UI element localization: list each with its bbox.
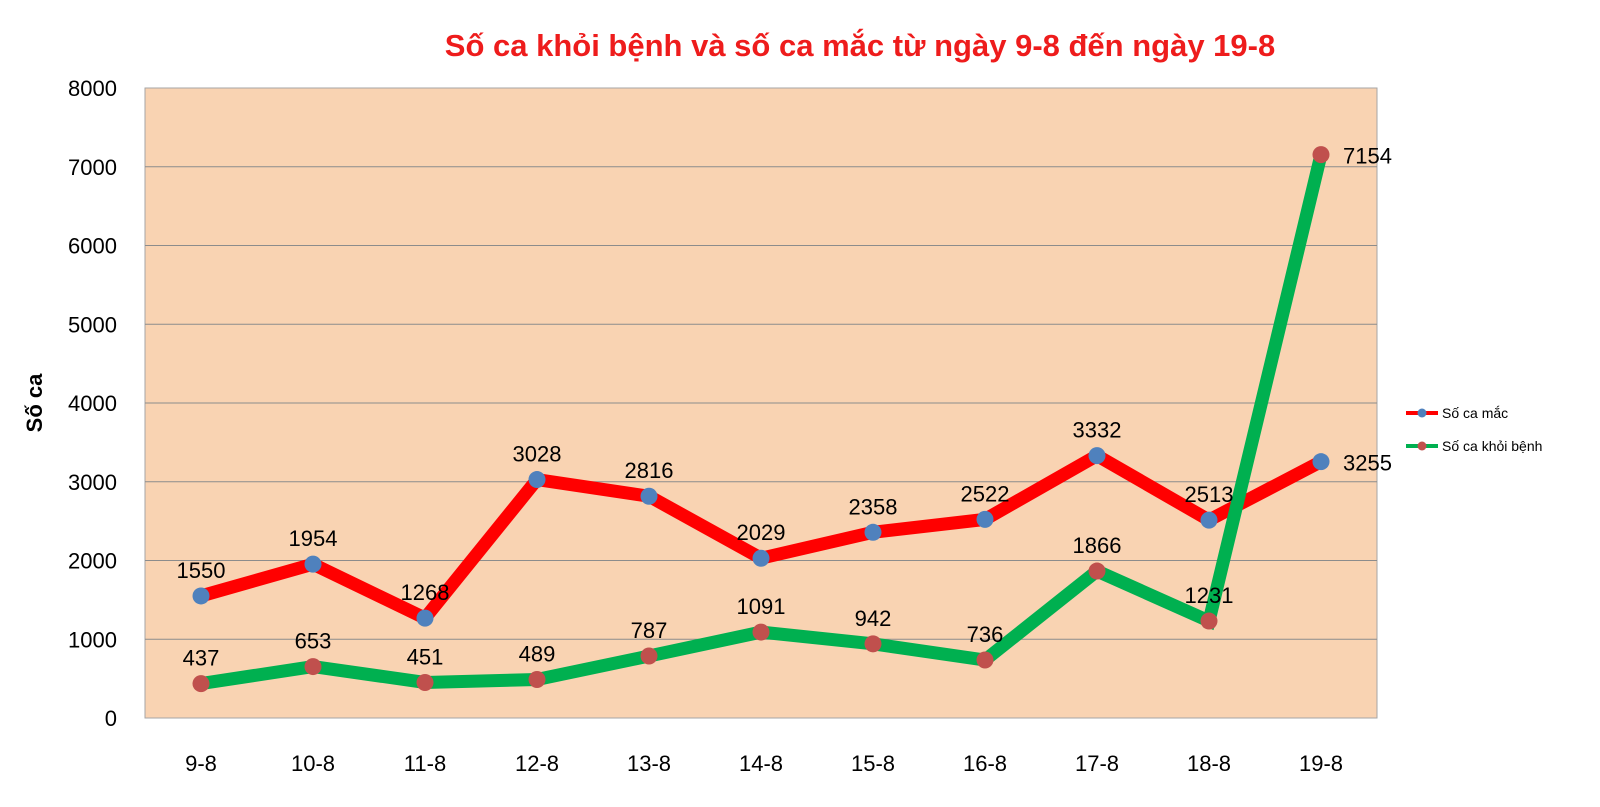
y-tick-label: 7000	[68, 155, 117, 180]
data-label-series-1: 2358	[849, 494, 898, 519]
data-label-series-1: 3255	[1343, 451, 1392, 476]
x-tick-label: 19-8	[1299, 751, 1343, 776]
x-tick-label: 18-8	[1187, 751, 1231, 776]
data-point-series-1	[640, 487, 658, 505]
data-label-series-1: 1954	[289, 526, 338, 551]
data-point-series-1	[1088, 447, 1106, 465]
data-label-series-1: 3332	[1073, 418, 1122, 443]
data-point-series-1	[416, 609, 434, 627]
x-tick-label: 14-8	[739, 751, 783, 776]
y-tick-label: 2000	[68, 549, 117, 574]
data-label-series-1: 1268	[401, 580, 450, 605]
x-tick-label: 9-8	[185, 751, 217, 776]
y-tick-label: 8000	[68, 76, 117, 101]
legend-marker-1	[1417, 408, 1427, 418]
data-point-series-1	[864, 523, 882, 541]
data-point-series-2	[304, 658, 322, 676]
x-tick-label: 16-8	[963, 751, 1007, 776]
data-point-series-2	[1312, 146, 1330, 164]
data-label-series-1: 2513	[1185, 482, 1234, 507]
data-label-series-1: 3028	[513, 442, 562, 467]
y-axis-label: Số ca	[22, 373, 47, 432]
legend-label-2: Số ca khỏi bệnh	[1442, 438, 1542, 454]
chart-title: Số ca khỏi bệnh và số ca mắc từ ngày 9-8…	[444, 28, 1276, 63]
data-point-series-1	[1312, 453, 1330, 471]
data-label-series-2: 489	[519, 641, 556, 666]
x-tick-label: 15-8	[851, 751, 895, 776]
legend: Số ca mắc Số ca khỏi bệnh	[1406, 405, 1542, 454]
x-tick-label: 17-8	[1075, 751, 1119, 776]
data-point-series-2	[864, 635, 882, 653]
y-tick-label: 5000	[68, 312, 117, 337]
data-label-series-2: 1866	[1073, 533, 1122, 558]
x-tick-label: 10-8	[291, 751, 335, 776]
data-label-series-2: 942	[855, 606, 892, 631]
data-label-series-2: 1091	[737, 594, 786, 619]
data-point-series-1	[528, 471, 546, 489]
data-label-series-2: 653	[295, 629, 332, 654]
data-label-series-2: 451	[407, 644, 444, 669]
data-label-series-2: 7154	[1343, 144, 1392, 169]
data-point-series-1	[1200, 511, 1218, 529]
x-tick-label: 13-8	[627, 751, 671, 776]
y-tick-label: 4000	[68, 391, 117, 416]
legend-label-1: Số ca mắc	[1442, 405, 1508, 421]
data-label-series-2: 736	[967, 622, 1004, 647]
data-label-series-1: 2816	[625, 458, 674, 483]
legend-marker-2	[1417, 441, 1427, 451]
data-point-series-1	[304, 555, 322, 573]
y-tick-label: 3000	[68, 470, 117, 495]
y-axis-ticks: 0 1000 2000 3000 4000 5000 6000 7000 8000	[68, 76, 117, 731]
data-point-series-2	[640, 647, 658, 665]
x-tick-label: 11-8	[404, 751, 446, 776]
data-point-series-2	[192, 675, 210, 693]
y-tick-label: 0	[105, 706, 117, 731]
y-tick-label: 6000	[68, 234, 117, 259]
data-point-series-2	[976, 651, 994, 669]
data-point-series-2	[1200, 612, 1218, 630]
data-label-series-2: 437	[183, 646, 220, 671]
gridlines	[145, 166, 1377, 640]
data-label-series-1: 1550	[177, 558, 226, 583]
series-lines	[192, 146, 1330, 693]
y-tick-label: 1000	[68, 627, 117, 652]
data-point-series-2	[1088, 562, 1106, 580]
data-point-series-2	[752, 623, 770, 641]
data-labels: 1550 1954 1268 3028 2816 2029 2358 2522 3332 2513…	[177, 144, 1392, 671]
data-label-series-1: 2522	[961, 481, 1010, 506]
data-point-series-1	[752, 549, 770, 567]
x-tick-label: 12-8	[515, 751, 559, 776]
data-label-series-2: 787	[631, 618, 668, 643]
data-label-series-2: 1231	[1185, 583, 1234, 608]
x-axis-ticks: 9-8 10-8 11-8 12-8 13-8 14-8 15-8 16-8 17-8 18-8 1…	[185, 751, 1343, 776]
data-point-series-1	[976, 510, 994, 528]
data-label-series-1: 2029	[737, 520, 786, 545]
data-point-series-1	[192, 587, 210, 605]
data-point-series-2	[416, 673, 434, 691]
data-point-series-2	[528, 670, 546, 688]
